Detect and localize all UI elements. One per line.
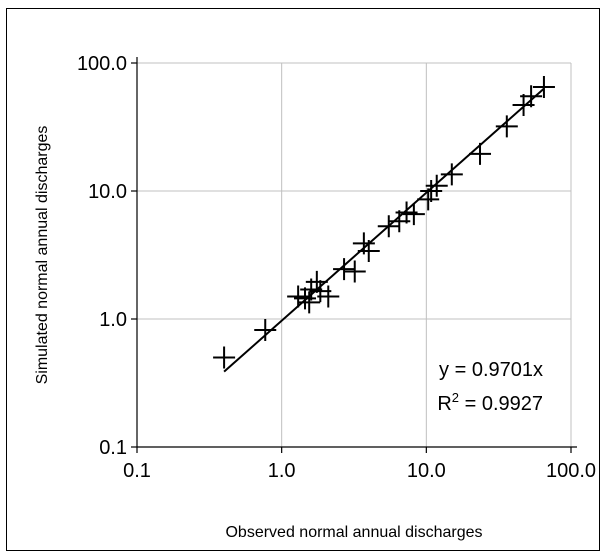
x-tick-label: 0.1: [123, 460, 151, 482]
data-point: [333, 258, 356, 281]
y-tick-labels: 0.1 1.0 10.0 100.0: [77, 53, 127, 459]
scatter-chart: 0.1 1.0 10.0 100.0 0.1 1.0 10.0 100.0 Observed…: [34, 53, 596, 541]
y-tick-label: 1.0: [99, 309, 127, 331]
data-point: [417, 188, 440, 211]
y-tick-label: 10.0: [88, 181, 127, 203]
data-point: [377, 215, 400, 238]
trendline: [223, 87, 545, 373]
x-tick-label: 1.0: [268, 460, 296, 482]
data-point: [298, 291, 321, 314]
data-point: [469, 142, 492, 165]
data-point: [343, 260, 366, 283]
r-squared-symbol: R: [437, 393, 451, 415]
x-tick-label: 100.0: [546, 460, 596, 482]
data-point: [305, 270, 328, 293]
trendline-group: [223, 87, 545, 373]
axes: [131, 57, 577, 453]
data-points: [213, 75, 555, 369]
data-point: [213, 346, 236, 369]
data-point: [495, 115, 518, 138]
r-squared-exponent: 2: [452, 390, 459, 405]
data-point: [532, 75, 555, 98]
y-tick-label: 0.1: [99, 437, 127, 459]
data-point: [440, 163, 463, 186]
data-point: [402, 203, 425, 226]
data-point: [425, 174, 448, 197]
x-tick-label: 10.0: [407, 460, 446, 482]
r-squared-value: = 0.9927: [459, 393, 543, 415]
trendline-equation: y = 0.9701x: [439, 359, 543, 381]
data-point: [294, 287, 317, 310]
data-point: [254, 319, 277, 342]
data-point: [357, 239, 380, 262]
chart-frame: 0.1 1.0 10.0 100.0 0.1 1.0 10.0 100.0 Observed…: [6, 8, 600, 551]
x-tick-labels: 0.1 1.0 10.0 100.0: [123, 460, 596, 482]
r-squared-label: R2 = 0.9927: [437, 390, 543, 415]
gridlines: [137, 62, 572, 447]
y-tick-label: 100.0: [77, 53, 127, 75]
data-point: [520, 85, 543, 108]
data-point: [317, 285, 340, 308]
y-axis-title: Simulated normal annual discharges: [34, 126, 51, 385]
x-axis-title: Observed normal annual discharges: [225, 524, 482, 541]
data-point: [420, 180, 443, 202]
